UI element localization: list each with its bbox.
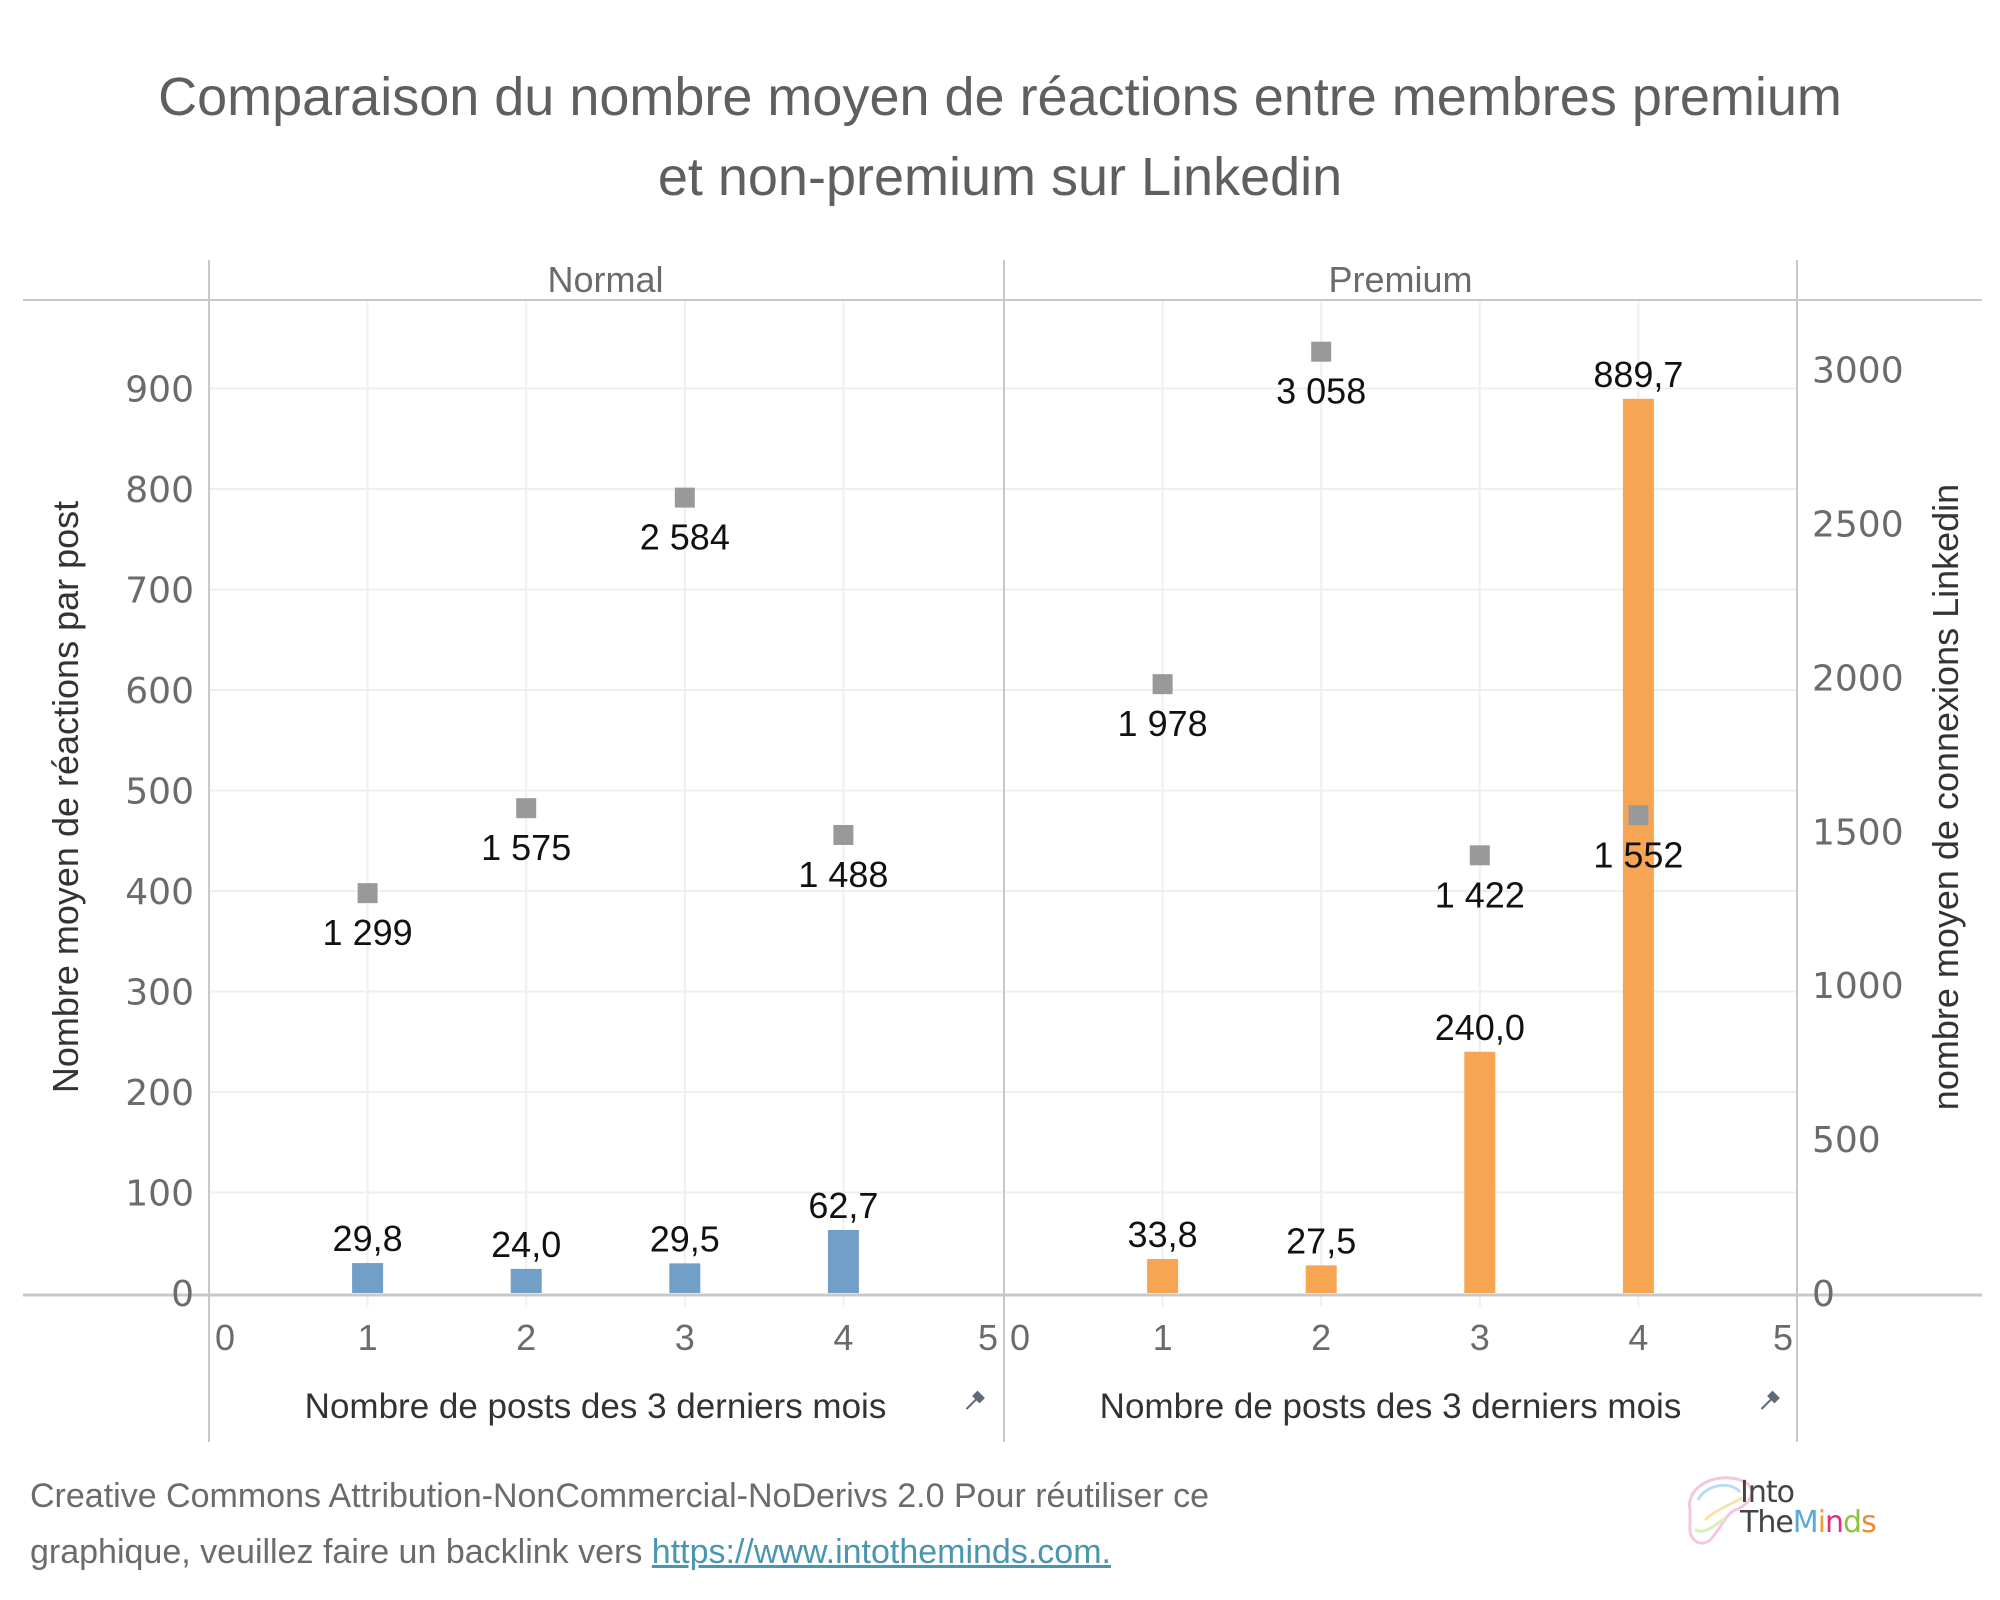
x-tick-label: 2 (1311, 1317, 1331, 1358)
bar-normal (669, 1263, 701, 1293)
bar-value-label: 24,0 (491, 1224, 561, 1265)
point-value-label: 1 422 (1435, 874, 1525, 915)
x-tick-label: 1 (1153, 1317, 1173, 1358)
y-left-tick-label: 900 (125, 369, 194, 410)
point-value-label: 1 299 (323, 912, 413, 953)
y-right-axis-title: nombre moyen de connexions Linkedin (1925, 484, 1966, 1110)
logo-line-2: TheMinds (1740, 1505, 1877, 1540)
point-value-label: 1 978 (1118, 703, 1208, 744)
point-value-label: 3 058 (1276, 371, 1366, 412)
pin-icon (1760, 1390, 1780, 1410)
x-tick-label: 3 (675, 1317, 695, 1358)
backlink-prefix: graphique, veuillez faire un backlink ve… (30, 1533, 652, 1571)
y-left-tick-label: 300 (125, 972, 194, 1013)
bar-value-label: 889,7 (1593, 354, 1683, 395)
chart-title-line-1: Comparaison du nombre moyen de réactions… (158, 67, 1842, 127)
x-tick-label: 0 (215, 1317, 235, 1358)
y-left-tick-label: 400 (125, 872, 194, 913)
intotheminds-link[interactable]: https://www.intotheminds.com. (651, 1533, 1111, 1571)
bar-value-label: 27,5 (1286, 1220, 1356, 1261)
pin-icon (965, 1390, 985, 1410)
x-axis-title: Nombre de posts des 3 derniers mois (305, 1387, 887, 1426)
logo-letter: d (1843, 1505, 1862, 1540)
connexions-point (1628, 805, 1649, 826)
chart-title-line-2: et non-premium sur Linkedin (657, 147, 1343, 207)
license-text: Creative Commons Attribution-NonCommerci… (30, 1477, 1210, 1515)
backlink-text: graphique, veuillez faire un backlink ve… (30, 1532, 1111, 1572)
brain-icon (1688, 1476, 1753, 1545)
point-value-label: 1 488 (798, 854, 888, 895)
x-tick-label: 5 (978, 1317, 998, 1358)
connexions-point (357, 883, 378, 904)
panel-header-premium: Premium (1328, 259, 1472, 300)
bar-value-label: 33,8 (1128, 1214, 1198, 1255)
y-left-tick-label: 800 (125, 470, 194, 511)
connexions-point (674, 487, 695, 508)
connexions-point (516, 798, 537, 819)
bar-premium (1305, 1265, 1337, 1293)
connexions-point (1469, 845, 1490, 866)
chart-frame (23, 260, 1982, 1442)
logo-letter: M (1792, 1505, 1819, 1540)
y-right-tick-label: 2500 (1812, 504, 1904, 545)
bar-premium (1147, 1259, 1179, 1293)
connexions-point (1311, 341, 1332, 362)
logo-line-1: Into (1740, 1475, 1795, 1510)
bar-value-label: 29,8 (333, 1218, 403, 1259)
x-tick-label: 4 (1628, 1317, 1648, 1358)
y-left-tick-label: 100 (125, 1173, 194, 1214)
y-right-tick-label: 500 (1812, 1120, 1881, 1161)
connexions-point (833, 824, 854, 845)
bar-normal (827, 1229, 859, 1293)
logo-the: The (1740, 1505, 1794, 1540)
logo-letter: s (1861, 1505, 1877, 1540)
x-tick-label: 2 (516, 1317, 536, 1358)
y-left-tick-label: 500 (125, 771, 194, 812)
y-right-tick-label: 1500 (1812, 812, 1904, 853)
chart-labels: Normal Premium010020030040050060070080090… (45, 259, 1966, 1426)
point-value-label: 1 575 (481, 827, 571, 868)
y-right-tick-label: 3000 (1812, 351, 1904, 392)
logo-letter: i (1817, 1505, 1826, 1540)
x-tick-label: 4 (833, 1317, 853, 1358)
x-tick-label: 5 (1773, 1317, 1793, 1358)
point-value-label: 2 584 (640, 517, 730, 558)
x-axis-title: Nombre de posts des 3 derniers mois (1100, 1387, 1682, 1426)
logo-wordmark: Into TheMinds (1740, 1475, 1877, 1540)
x-tick-label: 3 (1470, 1317, 1490, 1358)
point-value-label: 1 552 (1593, 834, 1683, 875)
y-right-tick-label: 2000 (1812, 658, 1904, 699)
y-left-tick-label: 600 (125, 671, 194, 712)
y-left-tick-label: 200 (125, 1073, 194, 1114)
y-right-tick-label: 1000 (1812, 966, 1904, 1007)
bar-premium (1622, 398, 1654, 1293)
x-tick-label: 1 (358, 1317, 378, 1358)
y-left-tick-label: 0 (171, 1274, 194, 1315)
x-tick-label: 0 (1010, 1317, 1030, 1358)
bar-value-label: 29,5 (650, 1218, 720, 1259)
bar-value-label: 62,7 (808, 1185, 878, 1226)
chart-marks (352, 341, 1654, 1293)
y-right-tick-label: 0 (1812, 1274, 1835, 1315)
panel-header-normal: Normal (547, 259, 663, 300)
connexions-point (1152, 674, 1173, 695)
logo-letter: n (1825, 1505, 1844, 1540)
y-left-axis-title: Nombre moyen de réactions par post (45, 501, 86, 1093)
bar-premium (1464, 1051, 1496, 1293)
y-left-tick-label: 700 (125, 570, 194, 611)
intotheminds-logo: Into TheMinds (1680, 1470, 1910, 1570)
bar-value-label: 240,0 (1435, 1007, 1525, 1048)
bar-normal (352, 1263, 384, 1293)
bar-normal (510, 1268, 542, 1293)
